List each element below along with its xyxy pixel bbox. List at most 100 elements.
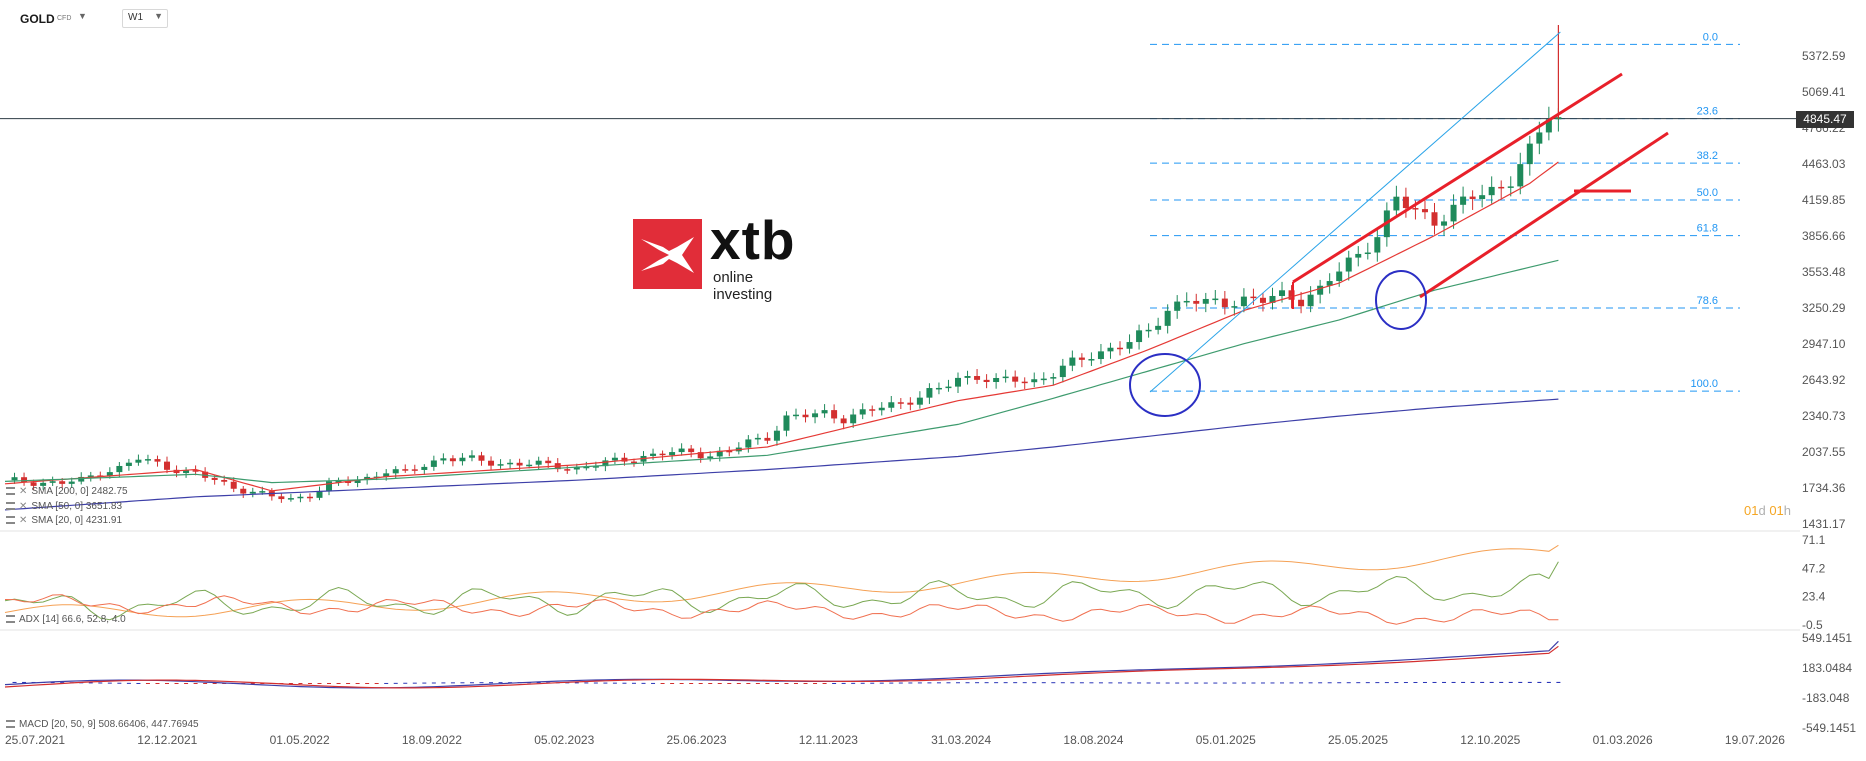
legend-sma200[interactable]: ✕ SMA [200, 0] 2482.75 (6, 486, 128, 497)
legend-settings-icon[interactable] (6, 720, 15, 728)
close-icon[interactable]: ✕ (19, 501, 28, 512)
candle-body (812, 413, 819, 418)
macd-histogram-bar (670, 683, 675, 684)
macd-histogram-bar (994, 682, 999, 684)
macd-histogram-bar (174, 683, 179, 684)
macd-histogram-bar (1451, 681, 1456, 683)
timeframe-select[interactable]: W1 ▼ (122, 9, 168, 28)
candle-body (678, 448, 685, 453)
symbol-dropdown-icon[interactable]: ▼ (78, 11, 87, 21)
fib-level-label: 23.6 (1697, 106, 1718, 118)
fib-level-label: 61.8 (1697, 223, 1718, 235)
macd-histogram-bar (384, 682, 389, 684)
macd-histogram-bar (841, 682, 846, 684)
candle-body (1078, 357, 1085, 360)
candle-body (392, 469, 399, 474)
candle-body (1012, 376, 1019, 382)
legend-adx[interactable]: ADX [14] 66.6, 52.8, 4.0 (6, 614, 126, 625)
candle-body (1288, 290, 1295, 300)
sma-line (4, 398, 1559, 511)
date-tick-label: 25.07.2021 (5, 733, 65, 747)
candle-body (249, 491, 256, 494)
legend-settings-icon[interactable] (6, 487, 15, 495)
macd-histogram-bar (117, 682, 122, 684)
date-tick-label: 12.11.2023 (799, 733, 858, 747)
channel-lower-line (1419, 131, 1669, 299)
candle-body (850, 414, 857, 424)
candle-body (592, 466, 599, 468)
legend-macd[interactable]: MACD [20, 50, 9] 508.66406, 447.76945 (6, 719, 199, 730)
candle-body (59, 481, 66, 484)
trend-line (1149, 31, 1561, 393)
candle-body (335, 481, 342, 483)
macd-histogram-bar (651, 682, 656, 684)
candle-body (1174, 301, 1181, 311)
legend-sma20[interactable]: ✕ SMA [20, 0] 4231.91 (6, 515, 122, 526)
candle-countdown: 01d 01h (1744, 503, 1791, 518)
macd-histogram-bar (689, 683, 694, 684)
sma-line (4, 161, 1559, 492)
macd-histogram-bar (107, 682, 112, 684)
macd-histogram-bar (965, 682, 970, 684)
macd-histogram-bar (98, 682, 103, 684)
macd-histogram-bar (917, 682, 922, 684)
macd-histogram-bar (584, 682, 589, 684)
macd-histogram-bar (1251, 682, 1256, 684)
chart-toolbar: GOLD CFD ▼ W1 ▼ (0, 0, 1866, 34)
candle-body (926, 388, 933, 398)
candle-body (1126, 342, 1133, 349)
candle-body (983, 379, 990, 383)
legend-settings-icon[interactable] (6, 615, 15, 623)
legend-sma200-label: SMA [200, 0] 2482.75 (31, 486, 128, 497)
macd-histogram-bar (1108, 682, 1113, 684)
candle-body (1441, 221, 1448, 226)
macd-histogram-bar (250, 683, 255, 684)
adx-tick-label: 47.2 (1802, 561, 1826, 575)
legend-settings-icon[interactable] (6, 516, 15, 524)
macd-histogram-bar (1442, 681, 1447, 683)
current-price-tag: 4845.47 (1796, 111, 1854, 128)
candle-body (935, 387, 942, 390)
candle-body (802, 414, 809, 418)
macd-histogram-bar (851, 682, 856, 684)
close-icon[interactable]: ✕ (19, 486, 28, 497)
candle-body (135, 459, 142, 463)
close-icon[interactable]: ✕ (19, 515, 28, 526)
candle-body (183, 470, 190, 474)
candle-body (1021, 381, 1028, 384)
macd-histogram-bar (860, 682, 865, 684)
macd-histogram-bar (479, 682, 484, 684)
candle-body (1069, 357, 1076, 366)
legend-sma50[interactable]: ✕ SMA [50, 0] 3651.83 (6, 501, 122, 512)
symbol-name[interactable]: GOLD (20, 12, 55, 26)
candle-body (745, 439, 752, 448)
candle-body (402, 469, 409, 471)
price-tick-label: 2340.73 (1802, 409, 1846, 423)
macd-histogram-bar (660, 683, 665, 684)
macd-histogram-bar (1070, 682, 1075, 684)
candle-body (583, 466, 590, 469)
macd-histogram-bar (784, 683, 789, 684)
macd-histogram-bar (1384, 682, 1389, 684)
macd-histogram-bar (898, 682, 903, 684)
macd-histogram-bar (1289, 682, 1294, 684)
macd-histogram-bar (1489, 681, 1494, 683)
consolidation-circle (1129, 353, 1201, 417)
candle-body (1421, 209, 1428, 213)
candle-body (754, 437, 761, 440)
candle-body (507, 462, 514, 465)
macd-histogram-bar (1165, 682, 1170, 684)
macd-histogram-bar (889, 682, 894, 684)
date-tick-label: 05.01.2025 (1196, 733, 1256, 747)
macd-histogram-bar (717, 683, 722, 684)
candle-body (383, 473, 390, 477)
date-tick-label: 18.08.2024 (1063, 733, 1123, 747)
candle-body (716, 450, 723, 457)
candle-body (1269, 295, 1276, 303)
legend-settings-icon[interactable] (6, 502, 15, 510)
candle-body (964, 376, 971, 378)
macd-histogram-bar (498, 682, 503, 684)
candle-body (1479, 195, 1486, 200)
candle-body (1402, 196, 1409, 209)
